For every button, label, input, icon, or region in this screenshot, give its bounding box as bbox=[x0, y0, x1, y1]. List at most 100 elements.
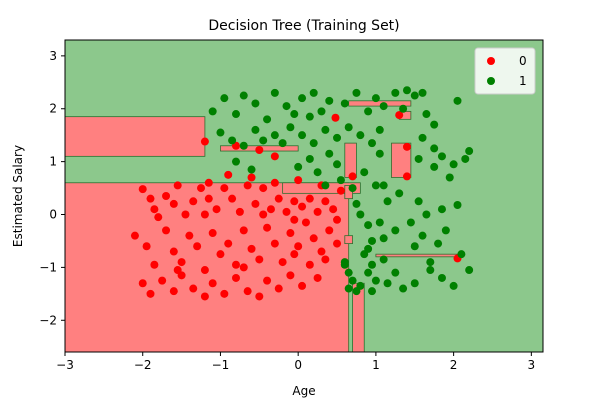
legend-marker bbox=[487, 77, 495, 85]
point-class-0 bbox=[270, 178, 279, 187]
point-class-0 bbox=[247, 173, 256, 182]
point-class-0 bbox=[231, 273, 240, 282]
point-class-1 bbox=[371, 94, 380, 103]
point-class-0 bbox=[239, 263, 248, 272]
point-class-0 bbox=[309, 234, 318, 243]
point-class-1 bbox=[340, 99, 349, 108]
point-class-1 bbox=[449, 160, 458, 169]
point-class-0 bbox=[146, 289, 155, 298]
point-class-1 bbox=[364, 244, 373, 253]
point-class-0 bbox=[255, 255, 264, 264]
point-class-0 bbox=[274, 194, 283, 203]
point-class-0 bbox=[220, 184, 229, 193]
point-class-1 bbox=[220, 94, 229, 103]
point-class-0 bbox=[286, 229, 295, 238]
point-class-1 bbox=[371, 181, 380, 190]
point-class-0 bbox=[208, 229, 217, 238]
point-class-1 bbox=[356, 210, 365, 219]
point-class-0 bbox=[154, 213, 163, 222]
point-class-0 bbox=[189, 284, 198, 293]
point-class-1 bbox=[410, 242, 419, 251]
point-class-0 bbox=[193, 242, 202, 251]
point-class-1 bbox=[426, 266, 435, 275]
point-class-0 bbox=[402, 172, 411, 181]
point-class-1 bbox=[418, 231, 427, 240]
point-class-0 bbox=[200, 266, 209, 275]
point-class-0 bbox=[162, 226, 171, 235]
point-class-1 bbox=[375, 149, 384, 158]
point-class-1 bbox=[294, 162, 303, 171]
point-class-0 bbox=[243, 181, 252, 190]
point-class-0 bbox=[185, 231, 194, 240]
point-class-1 bbox=[418, 88, 427, 97]
point-class-1 bbox=[305, 154, 314, 163]
point-class-0 bbox=[142, 242, 151, 251]
point-class-0 bbox=[305, 260, 314, 269]
point-class-1 bbox=[437, 273, 446, 282]
point-class-1 bbox=[298, 94, 307, 103]
region-class-0 bbox=[375, 253, 462, 258]
point-class-1 bbox=[216, 128, 225, 137]
point-class-1 bbox=[321, 125, 330, 134]
point-class-0 bbox=[313, 273, 322, 282]
region-class-0 bbox=[344, 235, 353, 244]
region-class-0 bbox=[391, 142, 412, 178]
x-tick-label: −3 bbox=[56, 358, 74, 372]
point-class-0 bbox=[348, 172, 357, 181]
point-class-1 bbox=[391, 88, 400, 97]
point-class-1 bbox=[309, 139, 318, 148]
point-class-0 bbox=[220, 289, 229, 298]
point-class-0 bbox=[212, 205, 221, 214]
point-class-1 bbox=[325, 149, 334, 158]
point-class-1 bbox=[313, 168, 322, 177]
point-class-1 bbox=[239, 141, 248, 150]
point-class-0 bbox=[266, 205, 275, 214]
point-class-0 bbox=[200, 137, 209, 146]
point-class-0 bbox=[263, 223, 272, 232]
point-class-1 bbox=[251, 125, 260, 134]
point-class-1 bbox=[263, 115, 272, 124]
point-class-0 bbox=[290, 250, 299, 259]
point-class-1 bbox=[251, 99, 260, 108]
point-class-1 bbox=[259, 136, 268, 145]
point-class-1 bbox=[356, 131, 365, 140]
y-tick-label: −1 bbox=[39, 260, 57, 274]
y-axis-label: Estimated Salary bbox=[11, 145, 25, 247]
point-class-0 bbox=[298, 281, 307, 290]
y-axis-ticks: −2 −1 0 1 2 3 bbox=[39, 49, 65, 327]
point-class-0 bbox=[331, 113, 340, 122]
point-class-0 bbox=[305, 194, 314, 203]
point-class-1 bbox=[414, 197, 423, 206]
point-class-0 bbox=[169, 287, 178, 296]
point-class-0 bbox=[333, 215, 342, 224]
x-tick-label: 0 bbox=[294, 358, 302, 372]
point-class-1 bbox=[430, 120, 439, 129]
point-class-1 bbox=[422, 110, 431, 119]
point-class-0 bbox=[270, 152, 279, 161]
point-class-1 bbox=[379, 234, 388, 243]
point-class-1 bbox=[290, 110, 299, 119]
point-class-1 bbox=[399, 104, 408, 113]
point-class-0 bbox=[224, 239, 233, 248]
point-class-1 bbox=[325, 96, 334, 105]
point-class-1 bbox=[282, 102, 291, 111]
point-class-1 bbox=[208, 107, 217, 116]
point-class-1 bbox=[344, 123, 353, 132]
region-class-0 bbox=[344, 142, 357, 178]
point-class-1 bbox=[321, 181, 330, 190]
point-class-0 bbox=[286, 271, 295, 280]
point-class-0 bbox=[317, 247, 326, 256]
point-class-0 bbox=[321, 197, 330, 206]
point-class-0 bbox=[329, 205, 338, 214]
point-class-1 bbox=[317, 107, 326, 116]
point-class-0 bbox=[146, 194, 155, 203]
point-class-0 bbox=[298, 202, 307, 211]
point-class-1 bbox=[360, 168, 369, 177]
point-class-1 bbox=[348, 184, 357, 193]
point-class-1 bbox=[453, 200, 462, 209]
y-tick-label: 2 bbox=[49, 102, 57, 116]
point-class-0 bbox=[204, 178, 213, 187]
point-class-0 bbox=[181, 210, 190, 219]
point-class-1 bbox=[379, 181, 388, 190]
